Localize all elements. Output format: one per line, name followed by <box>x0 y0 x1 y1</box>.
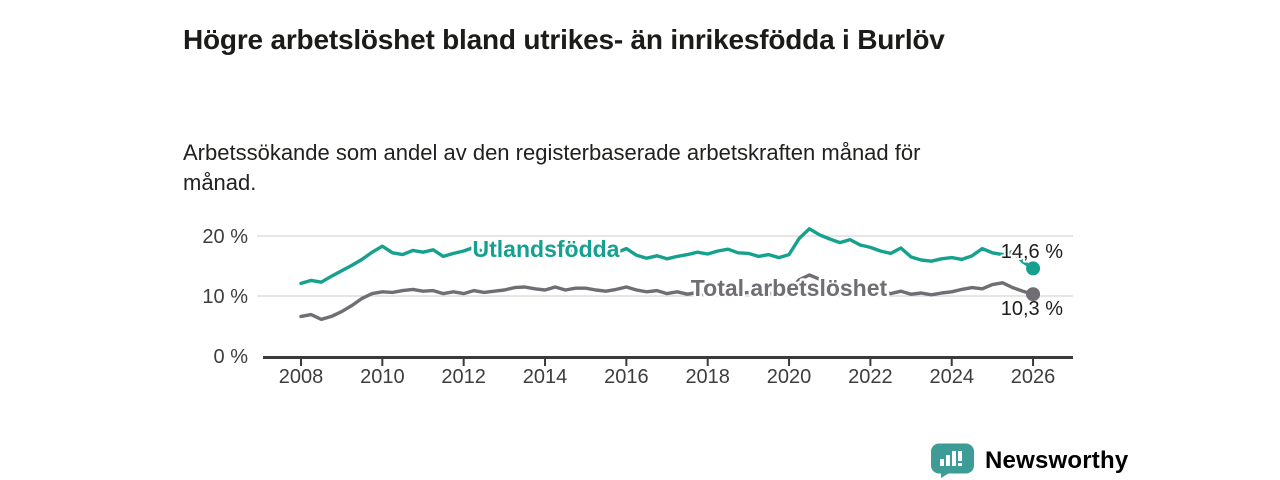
end-value-label-utlandsfodda: 14,6 % <box>1001 241 1063 263</box>
end-value-label-total-arbetsloshet: 10,3 % <box>1001 298 1063 320</box>
series-end-dot-utlandsf-dda <box>1026 261 1041 276</box>
newsworthy-wordmark: Newsworthy <box>985 446 1129 474</box>
series-line-utlandsf-dda <box>299 227 1035 286</box>
series-line-total-arbetsl-shet <box>299 273 1035 322</box>
x-axis-tick-label: 2016 <box>604 366 649 388</box>
x-axis-tick-label: 2014 <box>523 366 568 388</box>
chart-title: Högre arbetslöshet bland utrikes- än inr… <box>183 23 945 55</box>
chart-x-axis: 2008 2010 2012 2014 2016 2018 2020 2022 2024 2026 <box>263 356 1073 388</box>
x-axis-tick-label: 2012 <box>441 366 486 388</box>
chart-grid: 0 % 10 % 20 % <box>202 226 1073 368</box>
chart-subtitle: Arbetssökande som andel av den registerb… <box>183 140 921 196</box>
newsworthy-bar-chart-bubble-icon <box>931 443 974 478</box>
y-axis-tick-label: 0 % <box>214 346 249 368</box>
x-axis-tick-label: 2010 <box>360 366 405 388</box>
series-end-dots <box>1026 261 1041 302</box>
x-axis-tick-label: 2008 <box>279 366 324 388</box>
x-axis-tick-label: 2026 <box>1011 366 1056 388</box>
x-axis-tick-label: 2022 <box>848 366 893 388</box>
y-axis-tick-label: 20 % <box>202 226 248 248</box>
series-end-dot-total-arbetsl-shet <box>1026 287 1041 302</box>
chart-series <box>299 227 1035 322</box>
x-axis-tick-label: 2018 <box>685 366 730 388</box>
x-axis-tick-label: 2024 <box>929 366 974 388</box>
series-label-utlandsfodda: Utlandsfödda <box>473 236 620 262</box>
series-label-total-arbetsloshet: Total arbetslöshet <box>691 275 888 301</box>
x-axis-tick-label: 2020 <box>767 366 812 388</box>
y-axis-tick-label: 10 % <box>202 286 248 308</box>
newsworthy-logo: Newsworthy <box>931 443 1128 478</box>
